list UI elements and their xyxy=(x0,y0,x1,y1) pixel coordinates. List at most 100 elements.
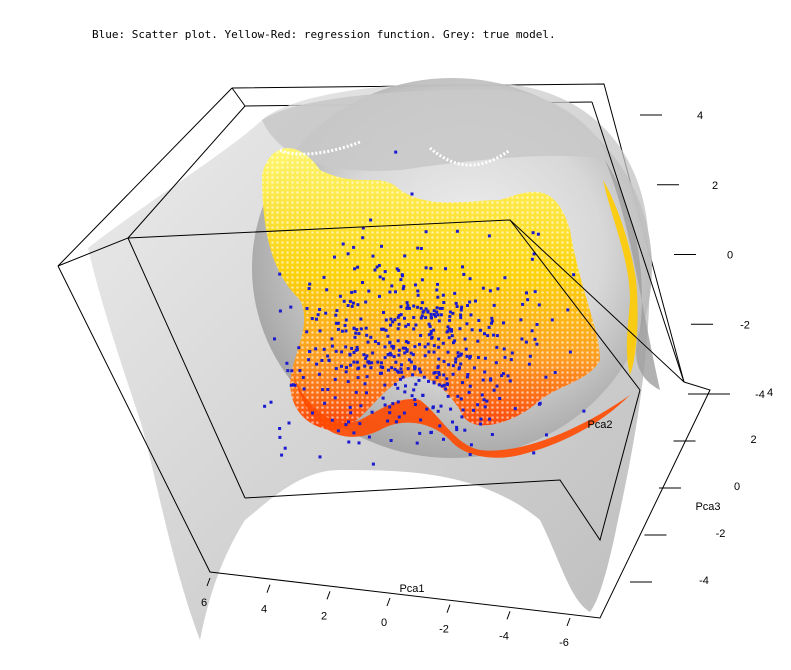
scatter-point xyxy=(405,301,409,305)
scatter-point xyxy=(334,349,338,353)
scatter-point xyxy=(453,339,457,343)
scatter-point xyxy=(351,301,355,305)
scatter-point xyxy=(365,354,369,358)
scatter-point xyxy=(393,367,397,371)
scatter-point xyxy=(380,244,383,248)
scatter-point xyxy=(314,347,318,351)
scatter-point xyxy=(486,334,490,338)
scatter-point xyxy=(405,349,409,353)
scatter-point xyxy=(572,273,576,277)
scatter-point xyxy=(290,369,294,373)
scatter-point xyxy=(454,357,458,361)
scatter-point xyxy=(440,306,444,310)
scatter-point xyxy=(346,304,350,307)
scatter-point xyxy=(492,333,496,337)
scatter-point xyxy=(393,382,397,386)
scatter-point xyxy=(427,350,431,354)
scatter-point xyxy=(429,431,433,435)
scatter-point xyxy=(437,345,441,349)
scatter-point xyxy=(447,336,451,340)
scatter-point xyxy=(468,354,472,358)
scatter-point xyxy=(359,317,363,321)
scatter-point xyxy=(356,265,360,269)
scatter-point xyxy=(388,340,392,344)
scatter-point xyxy=(421,393,425,397)
scatter-point xyxy=(357,441,361,445)
scatter-point xyxy=(399,367,403,371)
scatter-point xyxy=(513,407,517,411)
scatter-point xyxy=(426,309,430,313)
scatter-point xyxy=(456,351,460,355)
scatter-point xyxy=(364,357,368,360)
scatter-point xyxy=(330,337,334,341)
scatter-point xyxy=(545,433,548,437)
scatter-point xyxy=(432,313,436,316)
scatter-point xyxy=(344,423,348,427)
y-tick-label: -2 xyxy=(740,319,750,331)
scatter-point xyxy=(340,364,343,368)
scatter-point xyxy=(369,366,373,370)
scatter-point xyxy=(307,287,311,290)
scatter-point xyxy=(307,358,311,362)
scatter-point xyxy=(416,289,420,293)
scatter-point xyxy=(367,289,371,293)
scatter-point xyxy=(381,327,385,331)
scatter-point xyxy=(347,420,350,424)
scatter-point xyxy=(442,301,446,304)
scatter-point xyxy=(502,347,506,351)
scatter-point xyxy=(338,294,342,298)
scatter-point xyxy=(452,341,455,345)
scatter-point xyxy=(413,403,417,406)
scatter-point xyxy=(330,418,334,422)
scatter-point xyxy=(377,342,381,346)
scatter-point xyxy=(383,403,387,407)
scatter-point xyxy=(461,408,465,412)
scatter-point xyxy=(334,321,338,325)
scatter-point xyxy=(352,351,356,354)
y-axis-label: Pca2 xyxy=(587,419,612,431)
scatter-point xyxy=(384,318,388,322)
x-tick-label: -2 xyxy=(439,624,449,636)
chart-title: Blue: Scatter plot. Yellow-Red: regressi… xyxy=(92,28,556,41)
scatter-point xyxy=(311,411,314,415)
scatter-point xyxy=(438,424,442,428)
scatter-point xyxy=(488,289,492,293)
scatter-point xyxy=(420,314,424,318)
scatter-point xyxy=(421,310,425,314)
scatter-point xyxy=(287,421,291,425)
scatter-point xyxy=(298,369,302,373)
scatter-point xyxy=(381,277,385,281)
scatter-point xyxy=(308,282,312,286)
scatter-point xyxy=(429,266,433,270)
scatter-point xyxy=(418,431,422,435)
z-tick-label: -4 xyxy=(699,575,709,587)
scatter-point xyxy=(424,307,428,311)
scatter-point xyxy=(462,272,466,276)
scatter-point xyxy=(424,230,428,234)
scatter-point xyxy=(406,341,410,345)
scatter-point xyxy=(348,299,352,303)
scatter-point xyxy=(467,390,471,394)
scatter-point xyxy=(466,304,469,307)
scatter-point xyxy=(318,329,322,333)
scatter-point xyxy=(356,376,360,380)
scatter-point xyxy=(425,407,429,411)
scatter-point xyxy=(461,265,464,269)
scatter-point xyxy=(489,378,493,382)
scatter-point xyxy=(350,304,354,308)
scatter-point xyxy=(485,399,489,403)
scatter-point xyxy=(373,268,377,272)
scatter-point xyxy=(553,371,557,374)
scatter-point xyxy=(397,314,401,317)
scatter-point xyxy=(532,252,536,256)
scatter-point xyxy=(315,362,319,366)
scatter-point xyxy=(404,324,408,328)
scatter-point xyxy=(336,327,340,331)
scatter-point xyxy=(400,273,404,277)
scatter-point xyxy=(370,410,374,414)
scatter-point xyxy=(350,290,354,294)
scatter-point xyxy=(429,329,433,333)
scatter-point xyxy=(416,246,420,250)
scatter-point xyxy=(355,328,359,332)
scatter-point xyxy=(388,351,392,355)
